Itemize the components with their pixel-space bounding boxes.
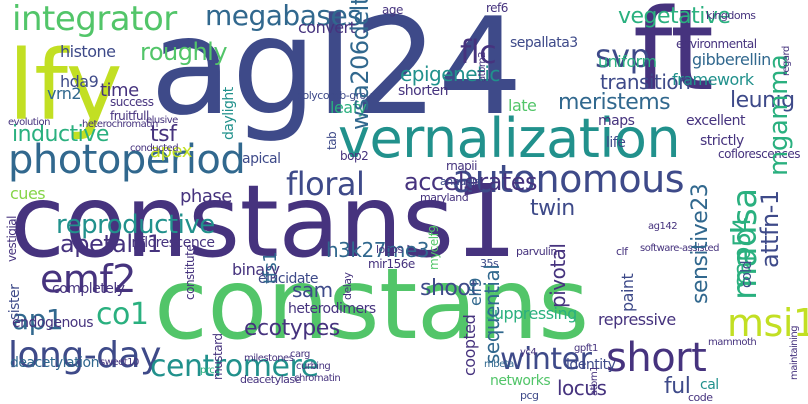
word-prc2: inflorescence [128,236,215,250]
word-twin: ecotypes [244,318,340,340]
word-repressive: coopted [462,315,478,376]
word-annuals: conducted [130,144,178,154]
word-loops: mir156e [368,258,415,270]
word-framework: cues [10,186,45,202]
word-milestones: bop2 [340,150,368,162]
word-elusive: excellent [686,114,745,128]
word-clf: success [110,96,153,108]
word-independently: mustard [212,334,224,380]
word-completely: elf9 [468,278,484,306]
word-convert: tfs1 [262,252,280,284]
word-polycomb-group: cold [740,261,754,288]
word-shoot: pivotal [548,244,568,308]
word-conducted: age [382,4,403,16]
word-identity: sister [8,285,22,320]
word-ful: roughly [140,40,227,64]
word-overexpressor: constitute [184,245,196,300]
word-software-assisted: elusive [146,116,178,126]
word-cues: twin [530,198,575,220]
word-carg: life [606,136,625,150]
word-evolution: maps [598,114,634,128]
word-short: short [606,338,706,378]
word-pivotal: mycelf9 [428,226,440,270]
word-demethylase: regard [782,46,792,76]
word-mgamma: milestones [244,354,293,364]
word-apical: uniform [598,54,657,70]
word-upstream: atbrn2 [478,52,488,82]
word-fruitfull: environmental [676,38,757,50]
word-maintaining: tab [326,132,338,150]
word-heterochromatin: ref6 [486,2,508,14]
word-deacetylase: apical [242,152,281,166]
word-life: sepallata3 [510,36,578,50]
word-sister: gpft1 [574,344,598,354]
word-paint: ag142 [648,222,677,232]
word-agl42: evolution [8,118,50,128]
word-h3k27me3: shorten [398,84,448,98]
word-sweet10: rnapii [446,160,477,172]
word-maps: vrn2 [47,86,81,102]
word-networks: deacetylation [10,356,99,370]
word-accelerates: sequential [482,265,502,364]
word-madsa: loops [376,244,403,255]
word-chromatin: strictly [700,134,744,148]
word-tab: yc4 [520,348,536,358]
word-floral: floral [286,168,364,200]
word-endogenous: completely [52,282,125,296]
word-success: kingdoms [706,10,756,21]
word-rnapii: framework [672,72,754,88]
word-gpft1: curbing [296,362,330,372]
word-determinacy: vestigial [6,216,18,262]
word-leafy: histone [60,44,115,60]
word-suppressing: paint [620,274,636,312]
word-code: heterodimers [288,302,376,316]
word-deacetylation: endogenous [12,316,93,330]
word-attfn-1: sweet10 [100,358,139,368]
word-bop2: gibberellin [692,52,771,68]
word-35s: fruitfull [110,110,149,122]
word-roughly: wsa206deltac246 [348,0,372,130]
word-environmental: cal [700,378,719,392]
word-strictly: daylight [222,87,236,140]
word-yc4: deacetylase [240,374,301,385]
word-ref6: networks [490,374,550,388]
word-integrator: integrator [12,2,177,36]
word-coflorescences: code [688,392,713,403]
word-ecotypes: sensitive23 [690,184,712,304]
word-apetala1: ful [664,376,690,398]
word-tfs1: clf [616,246,627,257]
word-sequential: maryland [420,192,468,203]
word-vegetative: meristems [558,92,670,114]
word-gibberellin: phase [180,188,232,206]
word-elf9: mammoth [708,338,756,348]
word-sp19: delay [342,272,353,300]
word-mir156e: pcg [520,390,539,401]
word-wsb206: maintaining [790,326,800,380]
word-tsf: co1 [96,300,148,330]
word-heterodimers: repressive [598,312,676,328]
word-sensitive23: annuals [440,176,480,187]
word-vernalization1: atbrn1 [590,366,600,396]
word-binary: late [508,98,536,114]
